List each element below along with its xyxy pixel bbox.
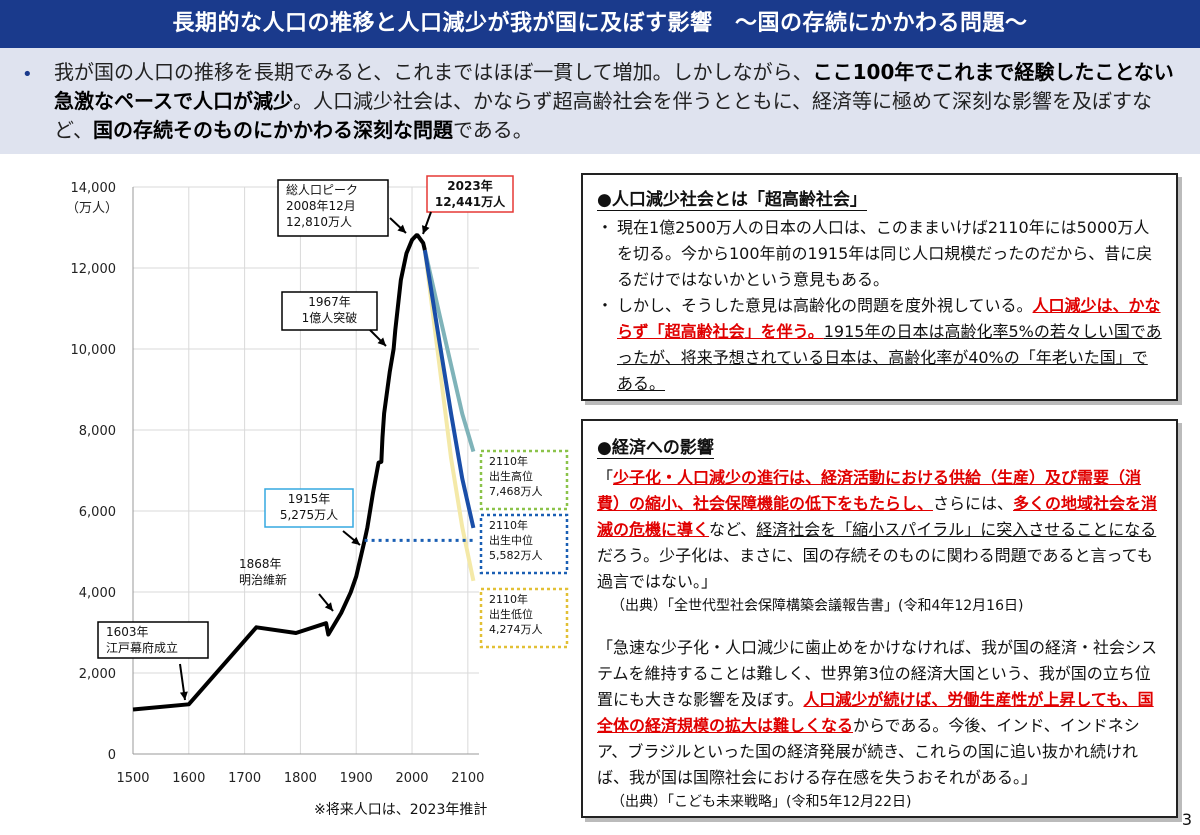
item-bullet: ・	[597, 296, 614, 315]
x-tick-label: 1500	[116, 771, 149, 786]
page-title: 長期的な人口の推移と人口減少が我が国に及ぼす影響 ～国の存続にかかわる問題～	[0, 0, 1200, 48]
lead-text: 我が国の人口の推移を長期でみると、これまではほぼ一貫して増加。しかしながら、ここ…	[54, 58, 1178, 145]
callout-label: 12,810万人	[286, 215, 352, 229]
callout-label: 5,582万人	[489, 549, 543, 562]
y-tick-label: 8,000	[79, 424, 116, 439]
lead-bold-1: ここ100年でこれまで経験したことない急激なペースで人口が減少	[54, 60, 1174, 113]
series-line-projection	[422, 249, 476, 529]
page-number: 3	[1181, 810, 1192, 829]
panel2-quote-1: 「少子化・人口減少の進行は、経済活動における供給（生産）及び需要（消費）の縮小、…	[597, 468, 1158, 591]
bullet-icon: •	[22, 64, 33, 85]
callout-label: 1868年	[239, 557, 282, 571]
arrowhead-icon	[421, 225, 430, 234]
callout-label: 2110年	[489, 518, 528, 532]
callout-box	[97, 621, 209, 659]
lead-text-3: である。	[453, 118, 533, 142]
callout-label: 出生中位	[489, 533, 533, 547]
callout-label: 4,274万人	[489, 623, 543, 636]
panel2-quote-2: 「急速な少子化・人口減少に歯止めをかけなければ、我が国の経済・社会システムを維持…	[597, 638, 1158, 787]
callout-box	[479, 587, 569, 649]
panel1-item-2-text: しかし、そうした意見は高齢化の問題を度外視している。人口減少は、かならず「超高齢…	[617, 296, 1162, 393]
panel1-item-1-text: 現在1億2500万人の日本の人口は、このままいけば2110年には5000万人を切…	[617, 218, 1153, 289]
callout-4: 総人口ピーク 2008年12月 12,810万人	[277, 179, 407, 237]
callout-label: 1915年	[288, 492, 331, 506]
item-bullet: ・	[597, 218, 614, 237]
series-line-historical	[132, 233, 427, 712]
callout-box	[264, 488, 354, 528]
highlight-red: 人口減少が続けば、労働生産性が上昇しても、国全体の経済規模の拡大は難しくなる	[597, 690, 1154, 735]
callout-label: 1億人突破	[302, 310, 358, 325]
chart-footnote: ※将来人口は、2023年推計	[314, 802, 488, 818]
x-tick-label: 1800	[284, 771, 317, 786]
callout-label: 2110年	[489, 592, 528, 606]
y-tick-label: 12,000	[71, 262, 117, 277]
callout-label: 7,468万人	[489, 485, 543, 498]
x-tick-label: 2100	[451, 771, 484, 786]
panel1-heading: ●人口減少社会とは「超高齢社会」	[597, 190, 867, 211]
lead-text-1: 我が国の人口の推移を長期でみると、これまではほぼ一貫して増加。しかしながら、	[54, 60, 813, 84]
callout-label: 2110年	[489, 454, 528, 468]
callout-label: 2008年12月	[286, 199, 356, 213]
x-tick-label: 1600	[172, 771, 205, 786]
callout-2: 1915年 5,275万人	[264, 488, 361, 546]
panel2-source-1: （出典）「全世代型社会保障構築会議報告書」(令和4年12月16日)	[611, 598, 1024, 614]
callout-label: 江戸幕府成立	[106, 640, 178, 655]
callout-box	[479, 449, 569, 511]
x-tick-label: 1900	[340, 771, 373, 786]
callout-label: 総人口ピーク	[286, 183, 358, 197]
callout-label: 出生低位	[489, 607, 533, 621]
y-tick-label: 10,000	[71, 343, 117, 358]
lead-summary: • 我が国の人口の推移を長期でみると、これまではほぼ一貫して増加。しかしながら、…	[0, 48, 1200, 154]
panel2-heading: ●経済への影響	[597, 438, 714, 459]
highlight-red: 多くの地域社会を消滅の危機に導く	[597, 494, 1158, 539]
panel-super-aging-society: ●人口減少社会とは「超高齢社会」 ・ 現在1億2500万人の日本の人口は、このま…	[581, 173, 1178, 401]
y-tick-label: 6,000	[79, 505, 116, 520]
lead-text-2: 。人口減少社会は、かならず超高齢社会を伴うとともに、経済等に極めて深刻な影響を及…	[54, 89, 1152, 142]
y-tick-label: 2,000	[79, 667, 116, 682]
panel1-item-2: ・ しかし、そうした意見は高齢化の問題を度外視している。人口減少は、かならず「超…	[597, 293, 1163, 397]
callout-box	[281, 291, 378, 331]
callout-label: 1603年	[106, 625, 149, 639]
callout-label: 明治維新	[239, 572, 287, 587]
x-tick-label: 1700	[228, 771, 261, 786]
y-axis-unit-label: （万人）	[66, 201, 118, 216]
panel2-source-2: （出典）「こども未来戦略」(令和5年12月22日)	[611, 794, 912, 810]
callout-box	[426, 175, 514, 213]
panel1-item-1: ・ 現在1億2500万人の日本の人口は、このままいけば2110年には5000万人…	[597, 215, 1163, 293]
series-line-projection	[422, 249, 476, 453]
callout-label: 2023年	[447, 178, 492, 193]
callout-box	[277, 179, 389, 237]
panel-economic-impact: ●経済への影響 「少子化・人口減少の進行は、経済活動における供給（生産）及び需要…	[581, 419, 1178, 818]
arrowhead-icon	[179, 691, 188, 700]
highlight-red: 人口減少は、かならず「超高齢社会」を伴う。	[617, 296, 1161, 341]
highlight-red: 少子化・人口減少の進行は、経済活動における供給（生産）及び需要（消費）の縮小、社…	[597, 468, 1142, 513]
arrowhead-icon	[377, 337, 386, 346]
y-tick-label: 0	[108, 748, 116, 763]
callout-label: 5,275万人	[280, 508, 338, 522]
series-line-projection	[422, 249, 476, 582]
y-tick-label: 14,000	[71, 181, 117, 196]
callout-label: 1967年	[308, 295, 351, 309]
population-chart: 14,000 12,000 10,000 8,000 6,000 4,000 2,000 0 （…	[66, 175, 569, 786]
lead-bold-2: 国の存続そのものにかかわる深刻な問題	[93, 118, 453, 142]
callout-label: 出生高位	[489, 469, 533, 483]
callout-label: 12,441万人	[435, 194, 506, 209]
arrowhead-icon	[324, 602, 333, 611]
y-tick-label: 4,000	[79, 586, 116, 601]
callout-box	[479, 513, 569, 575]
x-tick-label: 2000	[395, 771, 428, 786]
arrowhead-icon	[397, 224, 406, 233]
arrowhead-icon	[351, 536, 360, 545]
